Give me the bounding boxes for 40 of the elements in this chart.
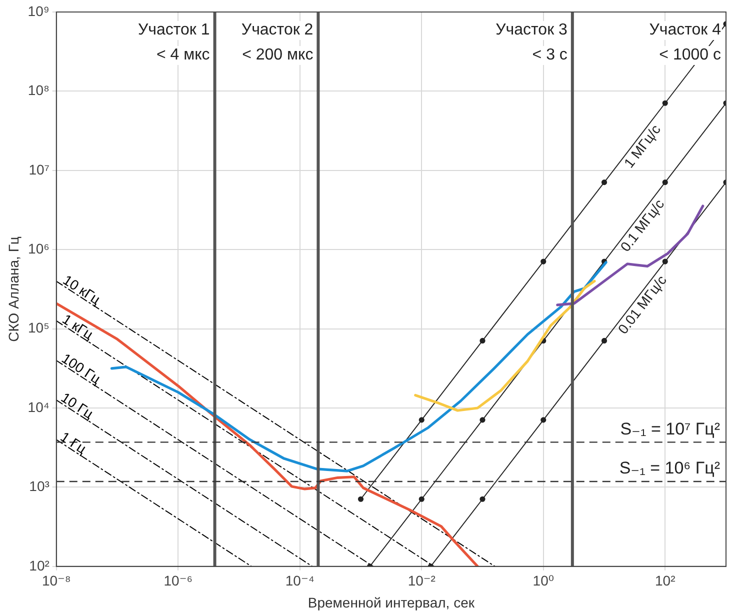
x-axis-title: Временной интервал, сек — [308, 594, 476, 610]
annotation: S₋₁ = 10⁷ Гц² — [620, 419, 720, 438]
point — [480, 338, 486, 344]
annotation: Участок 1 — [138, 21, 210, 38]
annotation: < 200 мкс — [242, 46, 314, 64]
annotation: S₋₁ = 10⁶ Гц² — [619, 458, 720, 478]
text: 1 Гц — [58, 428, 90, 457]
x-tick-label: 10⁻⁶ — [164, 572, 193, 589]
y-tick-label: 10⁸ — [28, 82, 50, 98]
x-tick-label: 10⁰ — [532, 572, 554, 589]
y-tick-label: 10⁹ — [28, 2, 50, 19]
text: 10 Гц — [58, 389, 96, 422]
point — [540, 258, 546, 264]
y-tick-label: 10⁴ — [28, 398, 50, 415]
point — [662, 180, 668, 186]
annotation: < 3 с — [532, 46, 568, 64]
x-tick-label: 10⁻² — [408, 572, 436, 589]
text: 1 кГц — [60, 310, 96, 342]
point — [662, 100, 668, 106]
annotation: Участок 3 — [496, 21, 568, 38]
point — [418, 417, 424, 423]
annotation: < 1000 с — [659, 46, 721, 64]
point — [418, 496, 424, 502]
y-axis-title: СКО Аллана, Гц — [5, 236, 22, 342]
x-tick-label: 10² — [655, 572, 676, 589]
annotation: Участок 2 — [241, 21, 314, 38]
y-tick-label: 10³ — [29, 478, 50, 494]
annotation: < 4 мкс — [156, 46, 210, 64]
text: 100 Гц — [59, 350, 104, 387]
y-tick-label: 10² — [29, 557, 50, 574]
y-tick-label: 10⁶ — [28, 240, 50, 256]
x-tick-label: 10⁻⁴ — [285, 572, 314, 589]
y-tick-label: 10⁷ — [28, 161, 50, 178]
annotation: Участок 4 — [649, 21, 722, 38]
text: 10 кГц — [60, 272, 104, 308]
x-tick-label: 10⁻⁸ — [42, 572, 71, 589]
point — [480, 417, 486, 423]
point — [601, 180, 608, 186]
point — [358, 496, 364, 502]
y-tick-label: 10⁵ — [28, 320, 50, 336]
